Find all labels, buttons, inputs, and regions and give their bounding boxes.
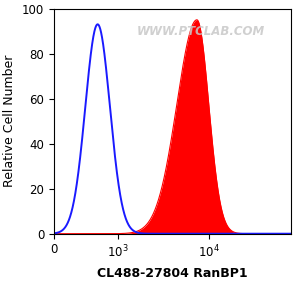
Text: WWW.PTCLAB.COM: WWW.PTCLAB.COM [137, 25, 265, 38]
Y-axis label: Relative Cell Number: Relative Cell Number [4, 55, 16, 187]
X-axis label: CL488-27804 RanBP1: CL488-27804 RanBP1 [97, 267, 248, 280]
